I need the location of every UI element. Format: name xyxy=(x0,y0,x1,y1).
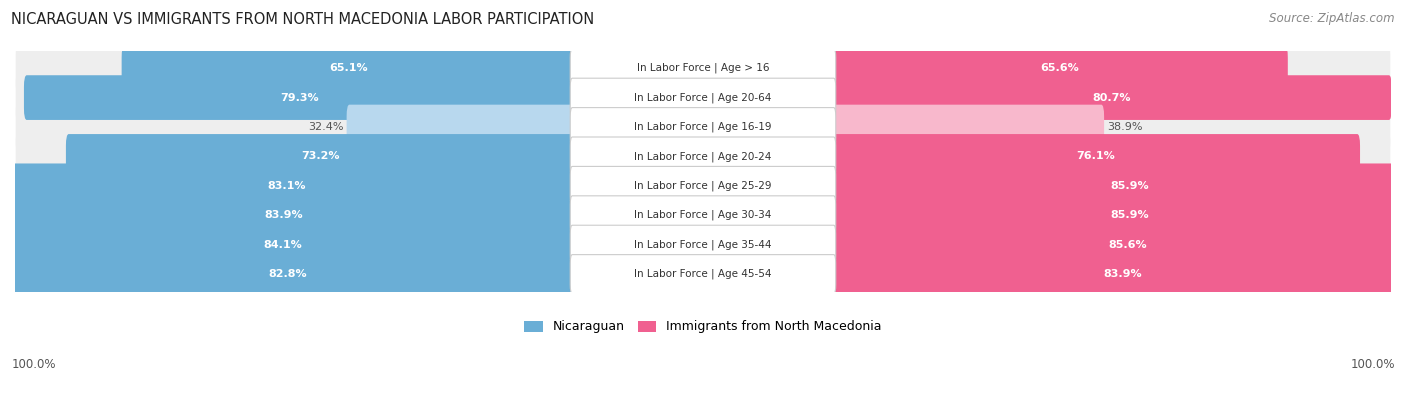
Text: In Labor Force | Age 20-64: In Labor Force | Age 20-64 xyxy=(634,92,772,103)
Text: 85.9%: 85.9% xyxy=(1109,181,1149,191)
Text: 79.3%: 79.3% xyxy=(280,92,319,103)
FancyBboxPatch shape xyxy=(0,252,575,296)
Text: 38.9%: 38.9% xyxy=(1107,122,1142,132)
FancyBboxPatch shape xyxy=(122,46,575,90)
FancyBboxPatch shape xyxy=(571,107,835,147)
Text: 100.0%: 100.0% xyxy=(11,358,56,371)
Text: NICARAGUAN VS IMMIGRANTS FROM NORTH MACEDONIA LABOR PARTICIPATION: NICARAGUAN VS IMMIGRANTS FROM NORTH MACE… xyxy=(11,12,595,27)
FancyBboxPatch shape xyxy=(0,222,575,267)
FancyBboxPatch shape xyxy=(831,134,1360,179)
Text: 65.6%: 65.6% xyxy=(1040,63,1078,73)
FancyBboxPatch shape xyxy=(831,252,1406,296)
Text: In Labor Force | Age 16-19: In Labor Force | Age 16-19 xyxy=(634,122,772,132)
Text: 76.1%: 76.1% xyxy=(1076,151,1115,162)
FancyBboxPatch shape xyxy=(831,222,1406,267)
FancyBboxPatch shape xyxy=(15,43,1391,94)
Text: 83.9%: 83.9% xyxy=(1104,269,1142,279)
FancyBboxPatch shape xyxy=(831,46,1288,90)
FancyBboxPatch shape xyxy=(571,49,835,88)
FancyBboxPatch shape xyxy=(571,225,835,264)
Text: 100.0%: 100.0% xyxy=(1350,358,1395,371)
Legend: Nicaraguan, Immigrants from North Macedonia: Nicaraguan, Immigrants from North Macedo… xyxy=(519,316,887,339)
FancyBboxPatch shape xyxy=(15,160,1391,211)
Text: In Labor Force | Age 35-44: In Labor Force | Age 35-44 xyxy=(634,239,772,250)
Text: 85.6%: 85.6% xyxy=(1109,240,1147,250)
FancyBboxPatch shape xyxy=(15,102,1391,152)
Text: In Labor Force | Age 45-54: In Labor Force | Age 45-54 xyxy=(634,269,772,279)
FancyBboxPatch shape xyxy=(571,166,835,205)
Text: 82.8%: 82.8% xyxy=(269,269,307,279)
FancyBboxPatch shape xyxy=(66,134,575,179)
Text: 84.1%: 84.1% xyxy=(263,240,302,250)
FancyBboxPatch shape xyxy=(571,255,835,293)
FancyBboxPatch shape xyxy=(831,193,1406,237)
FancyBboxPatch shape xyxy=(831,75,1392,120)
Text: In Labor Force | Age 20-24: In Labor Force | Age 20-24 xyxy=(634,151,772,162)
FancyBboxPatch shape xyxy=(15,249,1391,299)
FancyBboxPatch shape xyxy=(831,164,1406,208)
Text: 85.9%: 85.9% xyxy=(1109,210,1149,220)
FancyBboxPatch shape xyxy=(15,131,1391,182)
Text: In Labor Force | Age 30-34: In Labor Force | Age 30-34 xyxy=(634,210,772,220)
Text: 65.1%: 65.1% xyxy=(329,63,367,73)
Text: In Labor Force | Age 25-29: In Labor Force | Age 25-29 xyxy=(634,181,772,191)
FancyBboxPatch shape xyxy=(571,196,835,235)
FancyBboxPatch shape xyxy=(0,164,575,208)
FancyBboxPatch shape xyxy=(15,72,1391,123)
FancyBboxPatch shape xyxy=(347,105,575,149)
FancyBboxPatch shape xyxy=(15,190,1391,241)
FancyBboxPatch shape xyxy=(0,193,575,237)
FancyBboxPatch shape xyxy=(24,75,575,120)
Text: 80.7%: 80.7% xyxy=(1092,92,1130,103)
Text: 32.4%: 32.4% xyxy=(308,122,344,132)
Text: 73.2%: 73.2% xyxy=(301,151,340,162)
Text: In Labor Force | Age > 16: In Labor Force | Age > 16 xyxy=(637,63,769,73)
FancyBboxPatch shape xyxy=(831,105,1104,149)
FancyBboxPatch shape xyxy=(15,219,1391,270)
FancyBboxPatch shape xyxy=(571,137,835,176)
FancyBboxPatch shape xyxy=(571,78,835,117)
Text: 83.1%: 83.1% xyxy=(267,181,305,191)
Text: Source: ZipAtlas.com: Source: ZipAtlas.com xyxy=(1270,12,1395,25)
Text: 83.9%: 83.9% xyxy=(264,210,302,220)
